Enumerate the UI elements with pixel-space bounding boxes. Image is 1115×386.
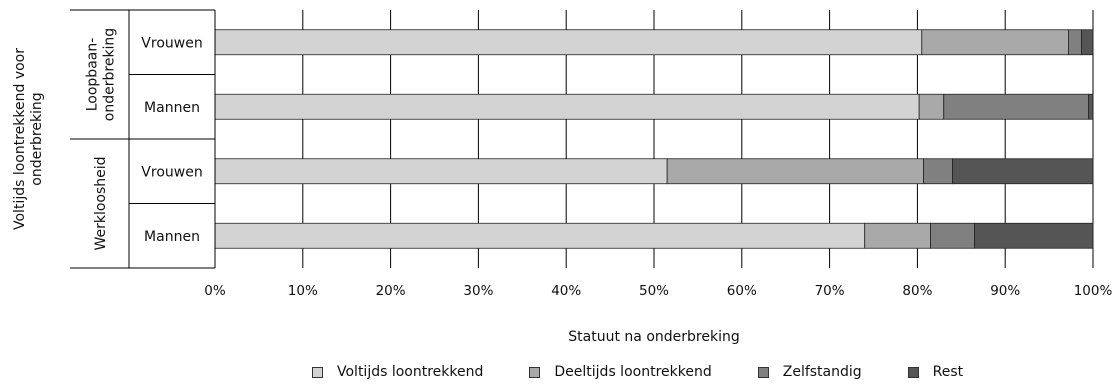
legend-item: Rest (907, 364, 964, 380)
category-label: Mannen (144, 229, 200, 245)
bar-segment (214, 158, 668, 185)
bar-segment (952, 158, 1094, 185)
legend-label: Voltijds loontrekkend (337, 364, 484, 380)
legend-items: Voltijds loontrekkend Deeltijds loontrekk… (312, 364, 963, 380)
bar-segment (666, 158, 924, 185)
bar-segment (918, 93, 945, 120)
category-label: Mannen (144, 100, 200, 116)
legend-swatch (529, 366, 541, 378)
bar-segment (921, 29, 1069, 56)
x-tick-label: 40% (551, 283, 581, 299)
x-tick-label: 0% (204, 283, 226, 299)
stacked-bar-chart: 0% 10% 20% 30% 40% 50% 60% 70% 80% 90% 100% Vrouwe… (12, 9, 1112, 345)
legend-item: Deeltijds loontrekkend (529, 364, 712, 380)
group-label: Werkloosheid (93, 156, 109, 250)
x-tick-label: 70% (815, 283, 845, 299)
chart-frame (70, 9, 216, 269)
x-tick-label: 80% (902, 283, 932, 299)
x-tick-label: 10% (288, 283, 318, 299)
x-tick-label: 90% (990, 283, 1020, 299)
category-label: Vrouwen (141, 164, 202, 180)
bar-segment (1068, 29, 1082, 56)
bar-segment (1088, 93, 1094, 120)
x-tick-label: 20% (376, 283, 406, 299)
x-axis-title: Statuut na onderbreking (568, 329, 739, 345)
bar-segment (974, 222, 1094, 249)
legend-swatch (312, 366, 323, 378)
x-tick-label: 30% (463, 283, 493, 299)
x-tick-label: 60% (727, 283, 757, 299)
legend-label: Zelfstandig (782, 364, 862, 380)
category-label: Vrouwen (141, 35, 202, 51)
x-tick-label: 100% (1074, 283, 1113, 299)
bar-segment (930, 222, 975, 249)
bar-segment (214, 222, 866, 249)
x-axis-ticks: 0% 10% 20% 30% 40% 50% 60% 70% 80% 90% 100% (204, 283, 1112, 299)
legend-swatch (757, 366, 769, 378)
bar-segment (214, 93, 920, 120)
group-labels: Loopbaan-onderbreking Werkloosheid (85, 28, 118, 251)
bar-segment (923, 158, 953, 185)
x-tick-label: 50% (639, 283, 669, 299)
legend-swatch (907, 366, 919, 378)
bars (214, 29, 1094, 249)
group-label: Loopbaan-onderbreking (85, 28, 118, 121)
y-axis-title: Voltijds loontrekkend vooronderbreking (12, 48, 45, 230)
category-labels: Vrouwen Mannen Vrouwen Mannen (141, 35, 202, 245)
bar-segment (943, 93, 1090, 120)
legend-item: Voltijds loontrekkend (312, 364, 483, 380)
bar-segment (864, 222, 931, 249)
legend-label: Rest (932, 364, 964, 380)
legend: Voltijds loontrekkend Deeltijds loontrekk… (0, 364, 1115, 386)
bar-segment (214, 29, 923, 56)
legend-item: Zelfstandig (757, 364, 862, 380)
legend-label: Deeltijds loontrekkend (554, 364, 712, 380)
bar-segment (1081, 29, 1094, 56)
